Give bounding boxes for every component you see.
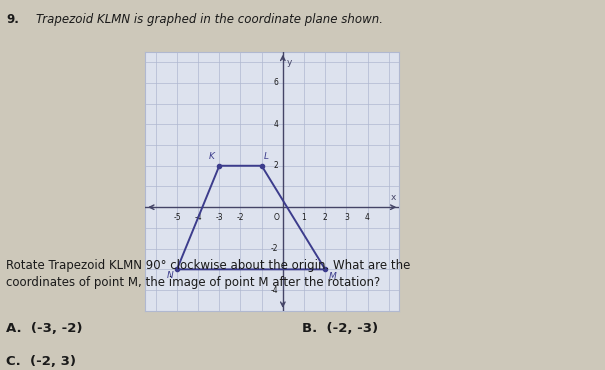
Text: Trapezoid KLMN is graphed in the coordinate plane shown.: Trapezoid KLMN is graphed in the coordin… bbox=[36, 13, 384, 26]
Text: N: N bbox=[167, 272, 174, 280]
Text: K: K bbox=[209, 152, 215, 161]
Text: 2: 2 bbox=[323, 213, 327, 222]
Text: x: x bbox=[391, 193, 396, 202]
Text: 4: 4 bbox=[273, 120, 278, 129]
Text: 3: 3 bbox=[344, 213, 349, 222]
Text: -2: -2 bbox=[237, 213, 244, 222]
Text: y: y bbox=[287, 58, 292, 67]
Text: -4: -4 bbox=[194, 213, 202, 222]
Text: B.  (-2, -3): B. (-2, -3) bbox=[302, 322, 379, 335]
Text: 9.: 9. bbox=[6, 13, 19, 26]
Text: -3: -3 bbox=[215, 213, 223, 222]
Text: Rotate Trapezoid KLMN 90° clockwise about the origin. What are the
coordinates o: Rotate Trapezoid KLMN 90° clockwise abou… bbox=[6, 259, 410, 289]
Text: O: O bbox=[274, 213, 280, 222]
Text: L: L bbox=[264, 152, 269, 161]
Text: -4: -4 bbox=[271, 286, 278, 295]
Text: 6: 6 bbox=[273, 78, 278, 87]
Text: M: M bbox=[329, 272, 336, 282]
Text: A.  (-3, -2): A. (-3, -2) bbox=[6, 322, 82, 335]
Text: 1: 1 bbox=[302, 213, 306, 222]
Text: -5: -5 bbox=[173, 213, 181, 222]
Text: C.  (-2, 3): C. (-2, 3) bbox=[6, 355, 76, 368]
Text: 2: 2 bbox=[274, 161, 278, 170]
Text: 4: 4 bbox=[365, 213, 370, 222]
Text: -2: -2 bbox=[271, 244, 278, 253]
